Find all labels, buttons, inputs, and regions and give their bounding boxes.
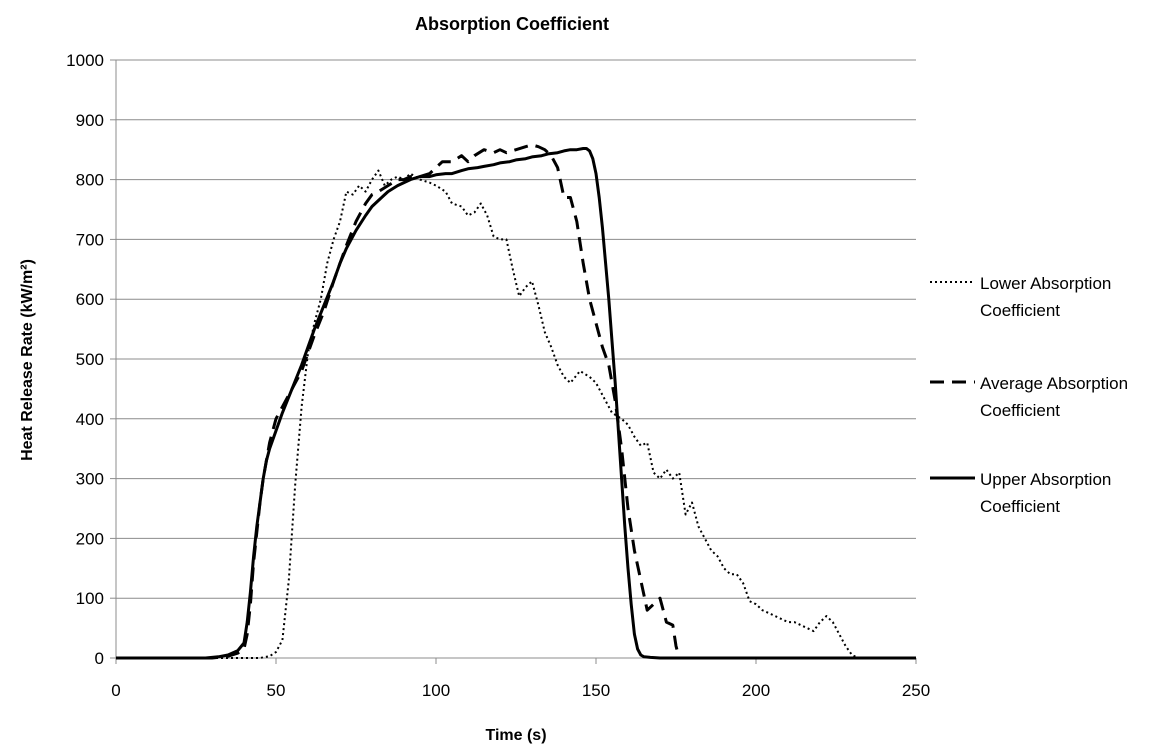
x-tick-label: 0 [111,681,120,700]
y-tick-label: 900 [76,111,104,130]
y-axis-title: Heat Release Rate (kW/m²) [19,259,36,461]
y-tick-label: 0 [95,649,104,668]
legend-label: Upper Absorption [980,470,1111,489]
legend-label: Coefficient [980,401,1060,420]
x-tick-label: 50 [267,681,286,700]
legend-label: Coefficient [980,301,1060,320]
x-tick-label: 250 [902,681,930,700]
y-tick-label: 1000 [66,51,104,70]
series-lines [116,143,916,660]
y-tick-labels: 0 100 200 300 400 500 600 700 800 900 1000 [66,51,104,668]
y-tick-label: 200 [76,529,104,548]
gridlines [116,59,916,599]
x-tick-label: 150 [582,681,610,700]
x-tick-labels: 0 50 100 150 200 250 [111,681,930,700]
y-tick-label: 700 [76,230,104,249]
legend-label: Average Absorption [980,374,1128,393]
legend-label: Coefficient [980,497,1060,516]
y-tick-label: 300 [76,470,104,489]
y-tick-label: 100 [76,589,104,608]
y-tick-label: 600 [76,290,104,309]
x-tick-label: 100 [422,681,450,700]
series-line-dotted [116,169,916,659]
legend-label: Lower Absorption [980,274,1111,293]
y-tick-label: 800 [76,171,104,190]
axes [110,59,917,664]
legend: Lower Absorption Coefficient Average Absor… [930,274,1128,516]
series-line-dashed [116,143,916,660]
y-tick-label: 400 [76,410,104,429]
series-line-solid [116,147,916,660]
x-tick-label: 200 [742,681,770,700]
x-axis-title: Time (s) [485,727,546,744]
y-tick-label: 500 [76,350,104,369]
chart-title: Absorption Coefficient [415,14,609,34]
